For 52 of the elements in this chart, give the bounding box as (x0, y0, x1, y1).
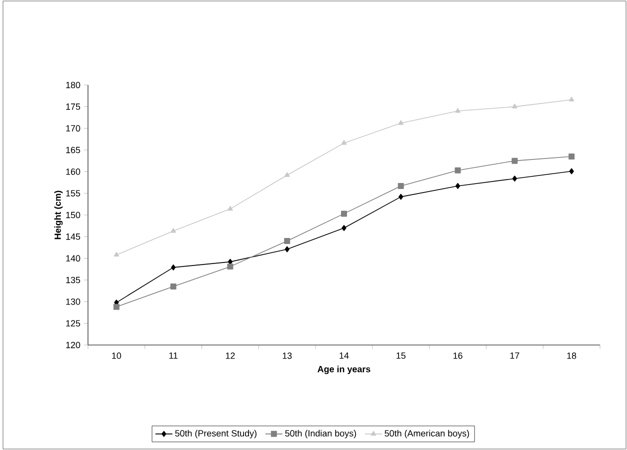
point (454, 167, 461, 174)
x-axis-title: Age in years (318, 366, 370, 374)
point (398, 120, 404, 125)
x-tick-label: 17 (510, 352, 520, 359)
point (114, 252, 120, 257)
point (398, 182, 404, 189)
point (341, 140, 347, 145)
point (512, 176, 518, 182)
point (170, 264, 176, 270)
point (512, 104, 518, 108)
x-tick-label: 11 (169, 352, 178, 359)
point (284, 238, 290, 244)
point (398, 194, 404, 200)
point (284, 246, 290, 252)
y-tick-label: 160 (66, 168, 80, 175)
x-tick-label: 10 (112, 352, 122, 359)
point (170, 228, 176, 233)
y-tick-label: 135 (66, 276, 80, 284)
y-axis-title: Height (cm) (54, 190, 63, 240)
point (568, 154, 575, 160)
legend-label: 50th (Present Study) (175, 430, 256, 438)
y-tick-label: 175 (66, 104, 80, 110)
y-tick-label: 170 (66, 125, 80, 132)
x-tick-label: 13 (282, 352, 292, 359)
x-tick-label: 16 (453, 352, 462, 359)
point (227, 264, 234, 270)
point (455, 182, 460, 189)
y-tick-label: 140 (66, 255, 80, 262)
point (342, 225, 346, 231)
point (455, 108, 460, 113)
y-tick-label: 120 (66, 342, 80, 348)
point (284, 172, 290, 177)
point (170, 284, 176, 290)
point (569, 168, 574, 174)
y-tick-label: 155 (66, 190, 80, 196)
x-tick-label: 14 (340, 352, 349, 359)
legend-label: 50th (American boys) (384, 430, 469, 438)
legend-label: 50th (Indian boys) (285, 430, 356, 438)
point (568, 96, 574, 102)
y-tick-label: 150 (66, 212, 80, 218)
point (228, 206, 233, 211)
y-tick-label: 165 (66, 146, 80, 154)
y-tick-label: 180 (66, 82, 80, 88)
x-tick-label: 15 (396, 352, 406, 359)
y-tick-label: 130 (66, 298, 80, 305)
point (113, 304, 120, 310)
point (341, 210, 347, 217)
point (512, 158, 518, 164)
x-tick-label: 18 (567, 352, 576, 359)
y-tick-label: 145 (66, 234, 80, 240)
x-tick-label: 12 (226, 352, 235, 359)
y-tick-label: 125 (66, 320, 80, 327)
